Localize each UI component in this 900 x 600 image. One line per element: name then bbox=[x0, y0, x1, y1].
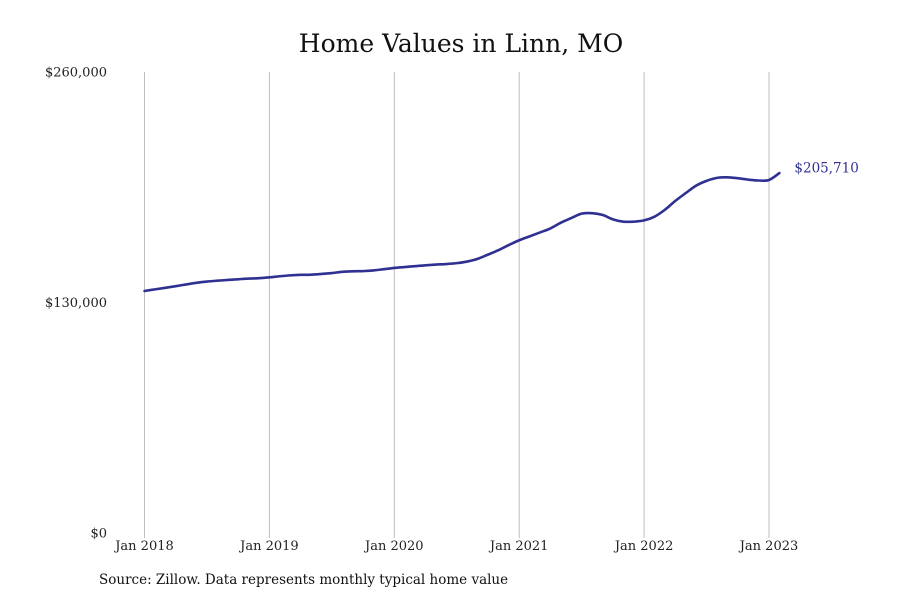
x-tick-label: Jan 2023 bbox=[738, 539, 799, 554]
x-tick-label: Jan 2018 bbox=[113, 539, 174, 554]
end-labels: $205,710 bbox=[794, 161, 858, 177]
grid-lines bbox=[144, 72, 770, 538]
y-axis-ticks: $0 $130,000 $260,000 bbox=[45, 66, 107, 542]
x-tick-label: Jan 2021 bbox=[488, 539, 549, 554]
x-tick-label: Jan 2022 bbox=[613, 539, 674, 554]
x-tick-label: Jan 2019 bbox=[238, 539, 299, 554]
series-group bbox=[143, 171, 781, 293]
series-line bbox=[143, 171, 781, 293]
y-tick-label: $260,000 bbox=[45, 66, 107, 81]
end-value-label: $205,710 bbox=[794, 161, 858, 177]
x-tick-label: Jan 2020 bbox=[363, 539, 424, 554]
x-axis-ticks: Jan 2018 Jan 2019 Jan 2020 Jan 2021 Jan 2022… bbox=[113, 539, 798, 554]
y-tick-label: $130,000 bbox=[45, 296, 107, 311]
source-note: Source: Zillow. Data represents monthly … bbox=[99, 572, 509, 588]
chart-title: Home Values in Linn, MO bbox=[299, 29, 623, 58]
y-tick-label: $0 bbox=[90, 527, 107, 542]
